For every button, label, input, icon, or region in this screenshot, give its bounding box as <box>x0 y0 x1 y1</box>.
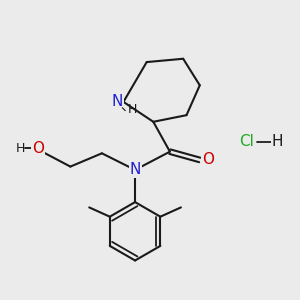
Text: O: O <box>32 141 44 156</box>
Text: N: N <box>129 162 141 177</box>
Text: H: H <box>128 103 137 116</box>
Text: Cl: Cl <box>239 134 254 149</box>
Text: H: H <box>16 142 25 155</box>
Text: H: H <box>272 134 284 149</box>
Text: O: O <box>202 152 214 167</box>
Text: N: N <box>112 94 123 110</box>
